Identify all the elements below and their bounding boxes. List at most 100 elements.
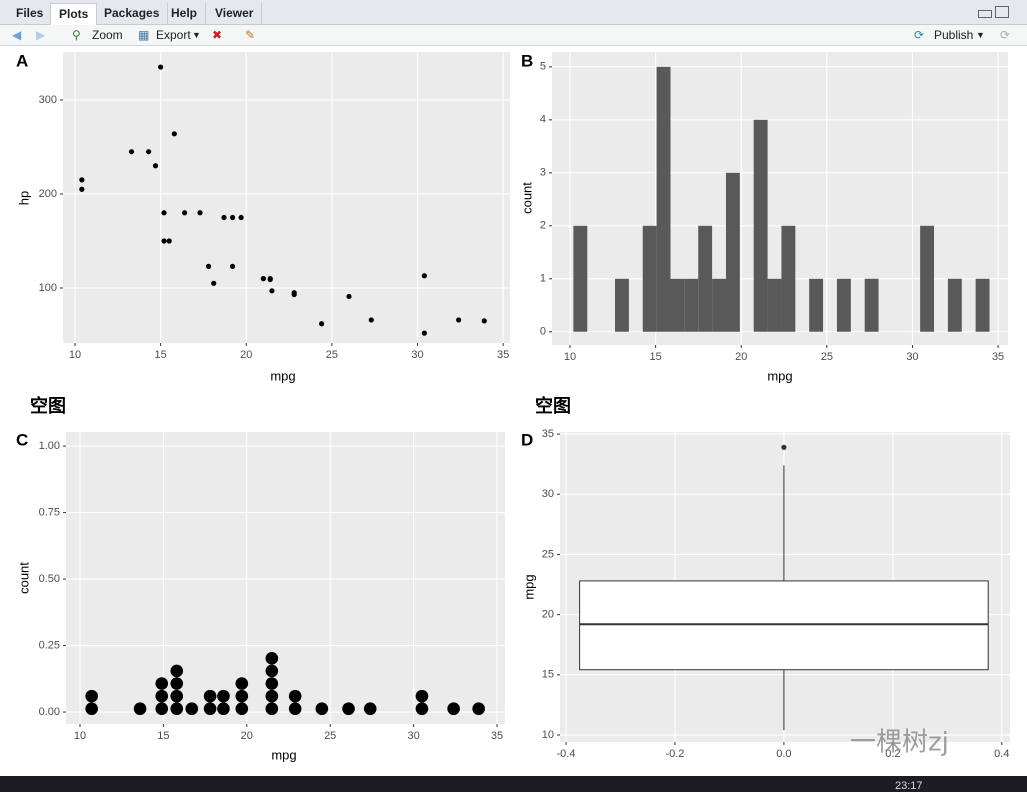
- y-tick-label: 3: [540, 167, 546, 179]
- publish-icon[interactable]: ⟳: [914, 28, 925, 42]
- point: [128, 149, 135, 155]
- dropdown-arrow[interactable]: ▼: [976, 30, 985, 40]
- point: [166, 238, 172, 244]
- y-axis-label: count: [16, 562, 31, 594]
- y-tick-label: 0.75: [39, 506, 60, 518]
- point: [267, 276, 273, 283]
- plot-title: 空图: [535, 395, 571, 417]
- x-tick-label: 0.2: [885, 748, 900, 760]
- x-axis-label: mpg: [767, 368, 792, 383]
- tab[interactable]: Plots: [50, 3, 98, 25]
- point: [238, 214, 244, 221]
- x-tick-label: 10: [564, 351, 576, 363]
- bar: [712, 278, 726, 332]
- zoom-button[interactable]: Zoom: [92, 28, 123, 42]
- plot-title: 空图: [30, 395, 66, 417]
- point: [205, 263, 212, 269]
- dot: [415, 702, 429, 716]
- y-tick-label: 30: [542, 488, 554, 500]
- bar: [781, 225, 796, 332]
- dot: [472, 702, 485, 716]
- tab[interactable]: Packages: [96, 3, 169, 24]
- x-tick-label: 15: [157, 730, 169, 742]
- clear-button[interactable]: ✎: [245, 28, 256, 42]
- y-tick-label: 15: [542, 669, 554, 681]
- box: [579, 580, 989, 671]
- dot: [288, 702, 302, 716]
- x-axis-label: mpg: [270, 368, 295, 383]
- bar: [642, 225, 657, 332]
- dot: [235, 689, 249, 703]
- tab[interactable]: Files: [8, 3, 53, 24]
- tab[interactable]: Help: [163, 3, 207, 24]
- dropdown-arrow[interactable]: ▼: [192, 30, 201, 40]
- x-tick-label: 10: [69, 349, 81, 361]
- dot: [203, 702, 217, 716]
- dot: [170, 702, 184, 716]
- x-tick-label: 25: [324, 730, 336, 742]
- point: [319, 321, 325, 327]
- dot: [315, 702, 329, 716]
- x-tick-label: -0.2: [665, 748, 684, 760]
- y-axis-label: mpg: [521, 574, 536, 599]
- point: [346, 293, 352, 300]
- y-tick-label: 35: [542, 428, 554, 440]
- dot: [217, 702, 230, 716]
- dot: [133, 702, 147, 716]
- dot: [342, 702, 355, 716]
- y-tick-label: 300: [39, 94, 57, 106]
- maximize[interactable]: [995, 6, 1009, 18]
- y-tick-label: 0.00: [39, 706, 60, 718]
- dot: [85, 702, 98, 716]
- y-tick-label: 5: [540, 61, 546, 73]
- point: [421, 273, 427, 279]
- refresh-button[interactable]: ⟳: [1000, 28, 1011, 42]
- x-tick-label: -0.4: [557, 748, 576, 760]
- point: [269, 288, 275, 294]
- bar: [670, 278, 685, 332]
- minimize[interactable]: [978, 10, 992, 18]
- toolbar: ◀ ▶ ⚲ Zoom ▦ Export ▼ ✖ ✎ ⟳ Publish ▼ ⟳: [0, 25, 1027, 46]
- y-tick-label: 4: [540, 114, 546, 126]
- back-button[interactable]: ◀: [12, 28, 22, 42]
- bar: [767, 278, 782, 332]
- x-tick-label: 15: [649, 351, 661, 363]
- x-tick-label: 25: [326, 349, 338, 361]
- y-tick-label: 0.25: [39, 639, 60, 651]
- point: [421, 330, 427, 336]
- tab[interactable]: Viewer: [207, 3, 263, 24]
- dot: [265, 702, 279, 716]
- forward-button[interactable]: ▶: [36, 28, 46, 42]
- bar: [725, 172, 740, 332]
- bar: [836, 278, 851, 332]
- x-tick-label: 20: [735, 351, 747, 363]
- point: [456, 317, 462, 323]
- dot: [265, 664, 279, 678]
- x-tick-label: 35: [992, 351, 1004, 363]
- dot: [265, 652, 279, 665]
- bar: [864, 278, 879, 332]
- panel-background: [66, 432, 505, 724]
- publish-button[interactable]: Publish: [934, 28, 974, 42]
- export-icon[interactable]: ▦: [138, 28, 150, 42]
- point: [229, 263, 236, 269]
- x-tick-label: 35: [497, 349, 509, 361]
- x-tick-label: 25: [821, 351, 833, 363]
- bar: [975, 278, 990, 332]
- point: [146, 149, 152, 155]
- point: [161, 238, 167, 244]
- dot: [155, 702, 169, 716]
- export-button[interactable]: Export: [156, 28, 191, 42]
- dot: [415, 689, 429, 703]
- x-tick-label: 20: [241, 730, 253, 742]
- y-tick-label: 2: [540, 220, 546, 232]
- remove-button[interactable]: ✖: [212, 28, 223, 42]
- zoom-icon[interactable]: ⚲: [72, 28, 81, 42]
- point: [152, 163, 159, 169]
- point: [171, 131, 177, 137]
- x-tick-label: 0.0: [776, 748, 791, 760]
- point: [79, 186, 85, 192]
- x-tick-label: 30: [906, 351, 918, 363]
- y-axis-label: hp: [16, 191, 31, 205]
- dot: [155, 689, 169, 703]
